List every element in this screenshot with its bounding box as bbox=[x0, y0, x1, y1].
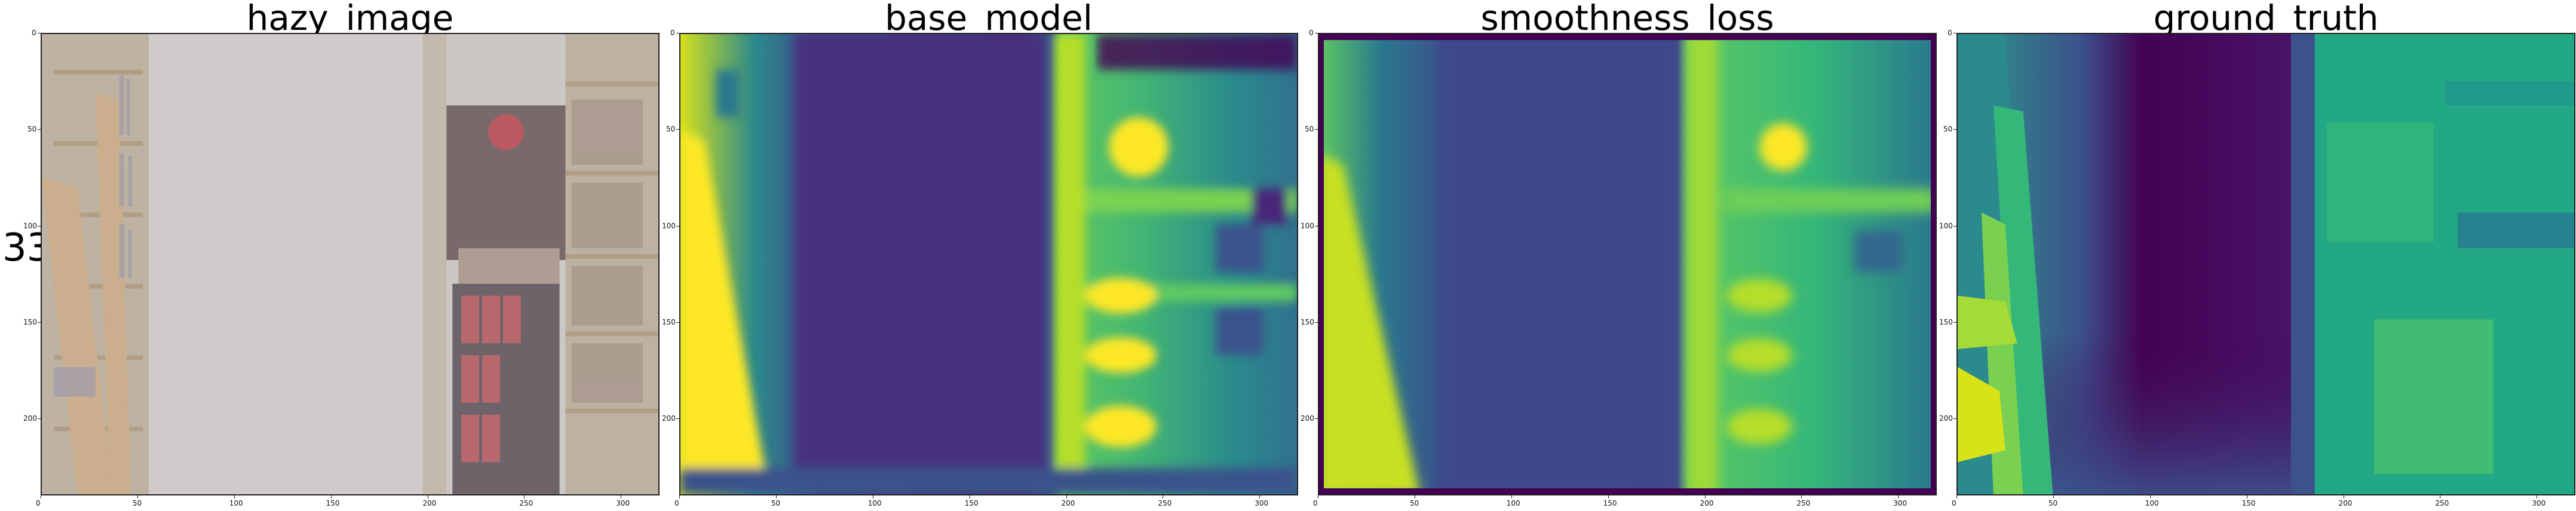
y-tick-mark bbox=[38, 129, 41, 130]
panel-title: ground_truth bbox=[2153, 0, 2379, 38]
x-tick-label: 300 bbox=[1893, 499, 1908, 507]
x-tick-mark bbox=[330, 495, 332, 498]
x-tick-label: 150 bbox=[326, 499, 340, 507]
x-tick-label: 250 bbox=[519, 499, 533, 507]
panel-title: smoothness_loss bbox=[1480, 0, 1774, 38]
x-tick-label: 0 bbox=[1313, 499, 1318, 507]
y-tick-mark bbox=[1315, 225, 1318, 227]
x-tick-label: 150 bbox=[2241, 499, 2256, 507]
x-tick-label: 300 bbox=[2532, 499, 2546, 507]
y-tick-label: 150 bbox=[23, 317, 37, 326]
x-tick-mark bbox=[1511, 495, 1512, 498]
x-tick-label: 50 bbox=[132, 499, 142, 507]
x-tick-mark bbox=[2149, 495, 2151, 498]
y-tick-label: 50 bbox=[666, 125, 676, 134]
y-tick-mark bbox=[1954, 322, 1956, 323]
y-tick-label: 150 bbox=[1939, 317, 1953, 326]
x-tick-mark bbox=[1259, 495, 1261, 498]
panel-title: base_model bbox=[885, 0, 1093, 38]
y-tick-label: 50 bbox=[1943, 125, 1953, 134]
x-tick-mark bbox=[1608, 495, 1609, 498]
y-tick-label: 0 bbox=[1948, 29, 1952, 37]
y-tick-label: 0 bbox=[32, 29, 36, 37]
y-tick-mark bbox=[1954, 129, 1956, 130]
x-tick-label: 150 bbox=[1603, 499, 1617, 507]
x-tick-label: 100 bbox=[2145, 499, 2159, 507]
x-tick-label: 250 bbox=[2435, 499, 2449, 507]
y-tick-label: 150 bbox=[662, 317, 676, 326]
y-tick-label: 50 bbox=[27, 125, 37, 134]
x-tick-mark bbox=[137, 495, 138, 498]
x-tick-mark bbox=[1704, 495, 1706, 498]
x-tick-label: 100 bbox=[1506, 499, 1520, 507]
x-tick-mark bbox=[1898, 495, 1899, 498]
y-tick-label: 200 bbox=[1301, 414, 1314, 423]
x-tick-mark bbox=[2053, 495, 2054, 498]
x-tick-label: 200 bbox=[2338, 499, 2353, 507]
x-tick-label: 250 bbox=[1796, 499, 1811, 507]
x-tick-label: 50 bbox=[1409, 499, 1419, 507]
x-tick-mark bbox=[234, 495, 235, 498]
y-tick-label: 0 bbox=[670, 29, 675, 37]
y-tick-label: 200 bbox=[662, 414, 676, 423]
y-tick-mark bbox=[676, 418, 679, 419]
y-tick-label: 0 bbox=[1309, 29, 1314, 37]
x-tick-mark bbox=[775, 495, 777, 498]
y-tick-mark bbox=[1315, 418, 1318, 419]
y-tick-mark bbox=[1315, 129, 1318, 130]
y-tick-mark bbox=[1954, 225, 1956, 227]
y-tick-mark bbox=[1954, 418, 1956, 419]
y-tick-label: 200 bbox=[23, 414, 37, 423]
x-tick-mark bbox=[1956, 495, 1957, 498]
y-tick-label: 200 bbox=[1939, 414, 1953, 423]
x-tick-label: 0 bbox=[36, 499, 41, 507]
ground-truth-depth bbox=[1956, 33, 2575, 495]
x-tick-label: 250 bbox=[1158, 499, 1172, 507]
x-tick-label: 300 bbox=[1255, 499, 1269, 507]
panel-smoothness-loss: smoothness_loss bbox=[1318, 0, 1937, 495]
x-tick-mark bbox=[1801, 495, 1802, 498]
x-tick-mark bbox=[1066, 495, 1067, 498]
y-tick-mark bbox=[38, 418, 41, 419]
x-tick-label: 200 bbox=[1700, 499, 1714, 507]
panel-hazy-image: hazy_image bbox=[41, 0, 660, 495]
y-tick-mark bbox=[38, 322, 41, 323]
y-tick-label: 100 bbox=[23, 221, 37, 230]
y-tick-mark bbox=[676, 129, 679, 130]
x-tick-label: 50 bbox=[2048, 499, 2058, 507]
y-tick-mark bbox=[676, 225, 679, 227]
panel-base-model: base_model bbox=[679, 0, 1298, 495]
x-tick-label: 150 bbox=[964, 499, 979, 507]
hazy-image bbox=[41, 33, 660, 495]
smoothness-loss-prediction bbox=[1318, 33, 1937, 495]
y-tick-mark bbox=[676, 322, 679, 323]
panel-title: hazy_image bbox=[246, 0, 454, 38]
x-tick-mark bbox=[679, 495, 680, 498]
base-model-prediction bbox=[679, 33, 1298, 495]
y-tick-mark bbox=[38, 225, 41, 227]
x-tick-label: 0 bbox=[674, 499, 679, 507]
panel-ground-truth: ground_truth bbox=[1956, 0, 2575, 495]
y-tick-label: 50 bbox=[1305, 125, 1314, 134]
y-tick-label: 150 bbox=[1301, 317, 1314, 326]
x-tick-label: 0 bbox=[1952, 499, 1956, 507]
x-tick-label: 100 bbox=[867, 499, 882, 507]
x-tick-mark bbox=[524, 495, 525, 498]
y-tick-label: 100 bbox=[1301, 221, 1314, 230]
x-tick-label: 300 bbox=[616, 499, 630, 507]
x-tick-label: 50 bbox=[771, 499, 781, 507]
y-tick-mark bbox=[1315, 322, 1318, 323]
x-tick-label: 100 bbox=[229, 499, 243, 507]
y-tick-label: 100 bbox=[1939, 221, 1953, 230]
y-tick-label: 100 bbox=[662, 221, 676, 230]
x-tick-label: 200 bbox=[422, 499, 437, 507]
x-tick-label: 200 bbox=[1061, 499, 1075, 507]
